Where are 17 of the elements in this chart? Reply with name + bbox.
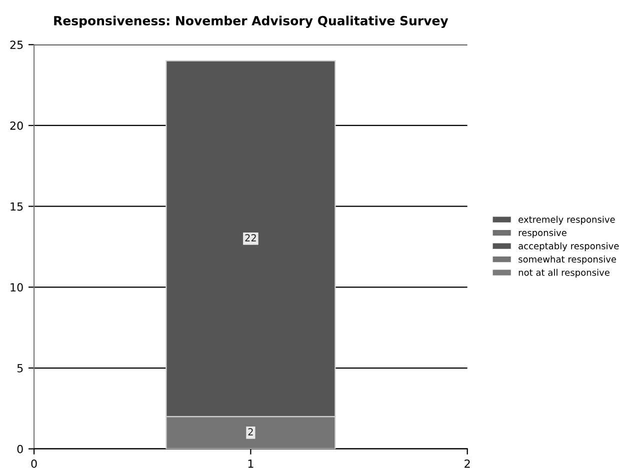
y-tick-label: 10 <box>10 283 23 292</box>
data-label: 2 <box>248 428 253 436</box>
legend-label: somewhat responsive <box>518 256 616 264</box>
chart-title: Responsiveness: November Advisory Qualitative Survey <box>54 16 448 28</box>
x-tick-label: 0 <box>31 459 37 468</box>
y-tick-label: 5 <box>17 364 23 372</box>
y-tick-label: 15 <box>10 202 23 211</box>
legend-label: responsive <box>518 229 566 238</box>
legend-label: not at all responsive <box>518 268 610 278</box>
y-tick-label: 0 <box>17 444 23 454</box>
x-tick-label: 2 <box>464 459 470 468</box>
y-tick-label: 25 <box>10 40 23 50</box>
legend-label: acceptably responsive <box>518 242 619 252</box>
y-tick-label: 20 <box>10 121 23 130</box>
x-tick-label: 1 <box>248 460 254 468</box>
legend-label: extremely responsive <box>518 216 615 225</box>
data-label: 22 <box>245 234 256 242</box>
